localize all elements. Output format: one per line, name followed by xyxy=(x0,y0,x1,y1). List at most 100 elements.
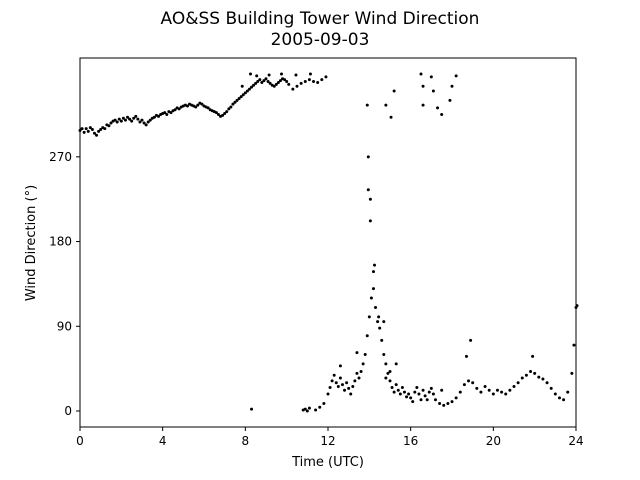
data-point xyxy=(405,395,409,399)
y-axis-label: Wind Direction (°) xyxy=(24,185,39,301)
data-point xyxy=(320,78,324,82)
data-point xyxy=(177,107,181,111)
data-point xyxy=(252,83,256,87)
data-point xyxy=(421,84,425,88)
data-point xyxy=(262,79,266,83)
data-point xyxy=(508,388,512,392)
data-point xyxy=(142,121,146,125)
data-point xyxy=(318,405,322,409)
data-point xyxy=(429,75,433,79)
data-point xyxy=(386,371,390,375)
data-point xyxy=(409,396,413,400)
data-point xyxy=(415,385,419,389)
y-axis-ticks: 0 90 180 270 xyxy=(49,150,80,418)
data-point xyxy=(433,398,437,402)
data-point xyxy=(504,392,508,396)
data-point xyxy=(355,351,359,355)
data-point xyxy=(229,105,233,109)
data-point xyxy=(235,98,239,102)
data-point xyxy=(471,381,475,385)
data-point xyxy=(223,112,227,116)
data-point xyxy=(374,305,378,309)
data-point xyxy=(389,115,393,119)
data-point xyxy=(429,386,433,390)
data-point xyxy=(396,388,400,392)
data-point xyxy=(557,396,561,400)
data-point xyxy=(206,106,210,110)
data-point xyxy=(115,120,119,124)
data-point xyxy=(196,103,200,107)
data-point xyxy=(345,381,349,385)
data-point xyxy=(303,80,307,84)
data-point xyxy=(243,91,247,95)
data-point xyxy=(464,354,468,358)
data-point xyxy=(454,396,458,400)
y-tick-label: 0 xyxy=(64,404,72,418)
axes-border xyxy=(79,57,577,428)
data-point xyxy=(572,343,576,347)
data-point xyxy=(421,103,425,107)
data-point xyxy=(239,95,243,99)
data-point xyxy=(299,81,303,85)
data-point xyxy=(267,73,271,77)
data-point xyxy=(338,364,342,368)
data-point xyxy=(495,388,499,392)
data-point xyxy=(524,373,528,377)
data-point xyxy=(448,98,452,102)
data-point xyxy=(371,287,375,291)
data-point xyxy=(347,386,351,390)
data-point xyxy=(322,401,326,405)
data-point xyxy=(338,376,342,380)
data-point xyxy=(340,383,344,387)
data-point xyxy=(368,219,372,223)
data-point xyxy=(307,78,311,82)
data-point xyxy=(562,398,566,402)
data-point xyxy=(349,392,353,396)
data-point xyxy=(531,354,535,358)
data-point xyxy=(442,403,446,407)
data-point xyxy=(454,74,458,78)
axes-frame xyxy=(79,57,577,428)
data-point xyxy=(152,115,156,119)
data-point xyxy=(287,82,291,86)
data-point xyxy=(173,108,177,112)
data-point xyxy=(123,118,127,122)
data-point xyxy=(462,383,466,387)
x-tick-label: 12 xyxy=(320,434,335,448)
data-point xyxy=(256,80,260,84)
data-point xyxy=(250,85,254,89)
data-point xyxy=(312,80,316,84)
data-point xyxy=(138,120,142,124)
data-point xyxy=(440,112,444,116)
data-point xyxy=(258,78,262,82)
data-point xyxy=(440,388,444,392)
data-point xyxy=(272,84,276,88)
data-point xyxy=(283,78,287,82)
data-point xyxy=(241,93,245,97)
data-point xyxy=(231,102,235,106)
data-point xyxy=(157,114,161,118)
data-point xyxy=(343,388,347,392)
data-point xyxy=(336,385,340,389)
data-point xyxy=(450,84,454,88)
data-point xyxy=(307,406,311,410)
data-point xyxy=(328,385,332,389)
data-point xyxy=(136,117,140,121)
data-point xyxy=(419,398,423,402)
data-point xyxy=(126,115,130,119)
data-point xyxy=(400,385,404,389)
data-point xyxy=(121,116,125,120)
data-point xyxy=(361,362,365,366)
data-point xyxy=(357,376,361,380)
data-point xyxy=(450,400,454,404)
data-point xyxy=(316,80,320,84)
data-point xyxy=(566,390,570,394)
data-point xyxy=(140,118,144,122)
data-point xyxy=(378,326,382,330)
data-point xyxy=(326,392,330,396)
x-tick-label: 0 xyxy=(76,434,84,448)
data-point xyxy=(268,81,272,85)
data-point xyxy=(146,120,150,124)
data-point xyxy=(469,338,473,342)
